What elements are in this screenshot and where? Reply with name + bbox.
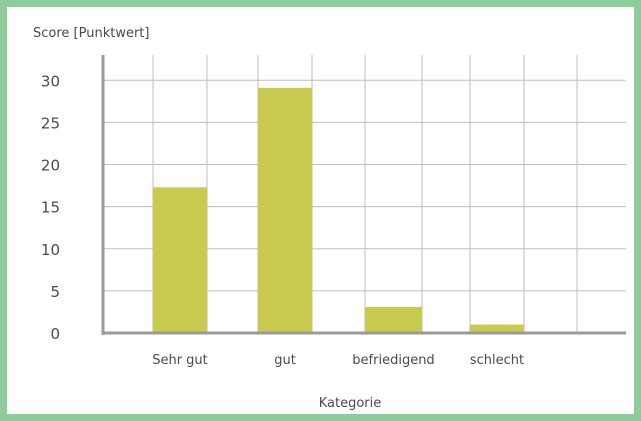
x-axis-label: Kategorie [319,396,382,411]
bar-gut [258,87,312,333]
y-tick-label: 0 [50,325,60,343]
bar-sehr-gut [153,187,207,333]
bar-schlecht [470,324,524,333]
x-tick-label: schlecht [470,353,524,368]
y-tick-label: 30 [41,72,60,90]
axes [101,55,626,335]
y-tick-label: 5 [50,283,60,301]
x-tick-labels: Sehr gut gut befriedigend schlecht [152,353,524,368]
y-tick-label: 10 [41,241,60,259]
bar-befriedigend [365,306,422,333]
y-tick-labels: 0 5 10 15 20 25 30 [41,72,60,343]
x-tick-label: befriedigend [352,353,434,368]
y-tick-label: 20 [41,157,60,175]
y-axis-label: Score [Punktwert] [33,26,149,41]
bars [153,87,524,333]
y-tick-label: 15 [41,199,60,217]
y-tick-label: 25 [41,114,60,132]
x-tick-label: Sehr gut [152,353,208,368]
x-tick-label: gut [274,353,296,368]
